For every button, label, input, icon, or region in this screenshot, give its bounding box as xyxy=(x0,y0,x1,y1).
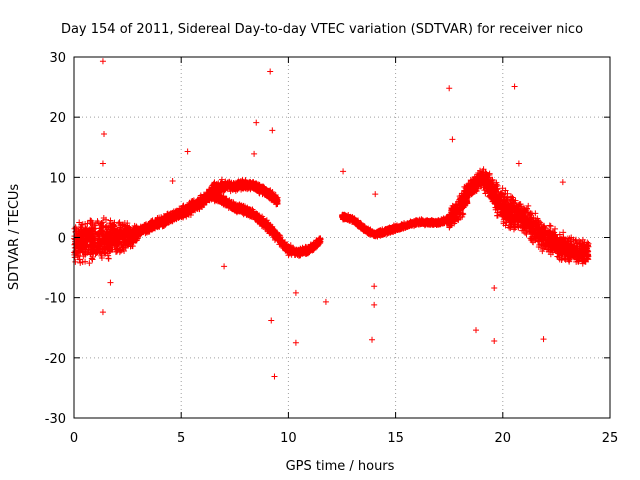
data-point xyxy=(97,240,104,247)
data-point xyxy=(100,215,107,222)
data-point xyxy=(114,231,121,238)
data-point xyxy=(96,245,103,252)
data-point xyxy=(106,235,113,242)
data-point xyxy=(89,233,96,240)
data-point xyxy=(129,234,136,241)
data-point xyxy=(115,240,122,247)
data-point xyxy=(103,222,110,229)
data-point xyxy=(80,253,87,260)
data-point xyxy=(96,231,103,238)
data-point xyxy=(112,242,119,249)
data-point xyxy=(120,239,127,246)
data-point xyxy=(71,254,78,261)
data-point xyxy=(126,232,133,239)
data-point xyxy=(85,230,92,237)
data-point xyxy=(96,232,103,239)
data-point xyxy=(116,246,123,253)
data-point xyxy=(100,246,107,253)
data-point xyxy=(82,232,89,239)
grid-lines xyxy=(74,57,610,418)
data-point xyxy=(92,225,99,232)
chart-title: Day 154 of 2011, Sidereal Day-to-day VTE… xyxy=(61,22,583,37)
data-points xyxy=(71,58,592,380)
data-point xyxy=(81,228,88,235)
data-point xyxy=(76,219,83,226)
data-point xyxy=(109,243,116,250)
data-point xyxy=(121,219,128,226)
data-point xyxy=(115,234,122,241)
data-point xyxy=(83,243,90,250)
data-point xyxy=(101,240,108,247)
data-point xyxy=(76,256,83,263)
data-point xyxy=(82,221,89,228)
data-point xyxy=(74,249,81,256)
data-point xyxy=(115,220,122,227)
data-point xyxy=(107,246,114,253)
data-point xyxy=(84,249,91,256)
data-point xyxy=(98,220,105,227)
data-point xyxy=(86,260,93,267)
data-point xyxy=(124,224,131,231)
data-point xyxy=(113,228,120,235)
data-point xyxy=(126,236,133,243)
data-point xyxy=(77,246,84,253)
data-point xyxy=(94,249,101,256)
data-point xyxy=(77,230,84,237)
data-point xyxy=(78,224,85,231)
data-point xyxy=(111,223,118,230)
data-point xyxy=(112,232,119,239)
data-point xyxy=(106,220,113,227)
data-point xyxy=(103,228,110,235)
data-point xyxy=(88,247,95,254)
data-point xyxy=(82,258,89,265)
data-point xyxy=(122,227,129,234)
data-point xyxy=(105,255,112,262)
data-point xyxy=(99,234,106,241)
data-point xyxy=(71,233,78,240)
data-point xyxy=(90,242,97,249)
data-point xyxy=(123,230,130,237)
data-point xyxy=(111,232,118,239)
data-point xyxy=(88,255,95,262)
data-point xyxy=(94,218,101,225)
data-point xyxy=(97,248,104,255)
data-point xyxy=(87,220,94,227)
data-point xyxy=(116,219,123,226)
data-point xyxy=(129,242,136,249)
data-point xyxy=(78,233,85,240)
data-point xyxy=(72,258,79,265)
data-point xyxy=(105,252,112,259)
data-point xyxy=(122,242,129,249)
data-point xyxy=(91,236,98,243)
data-point xyxy=(107,217,114,224)
data-point xyxy=(89,254,96,261)
data-point xyxy=(82,225,89,232)
data-point xyxy=(117,224,124,231)
